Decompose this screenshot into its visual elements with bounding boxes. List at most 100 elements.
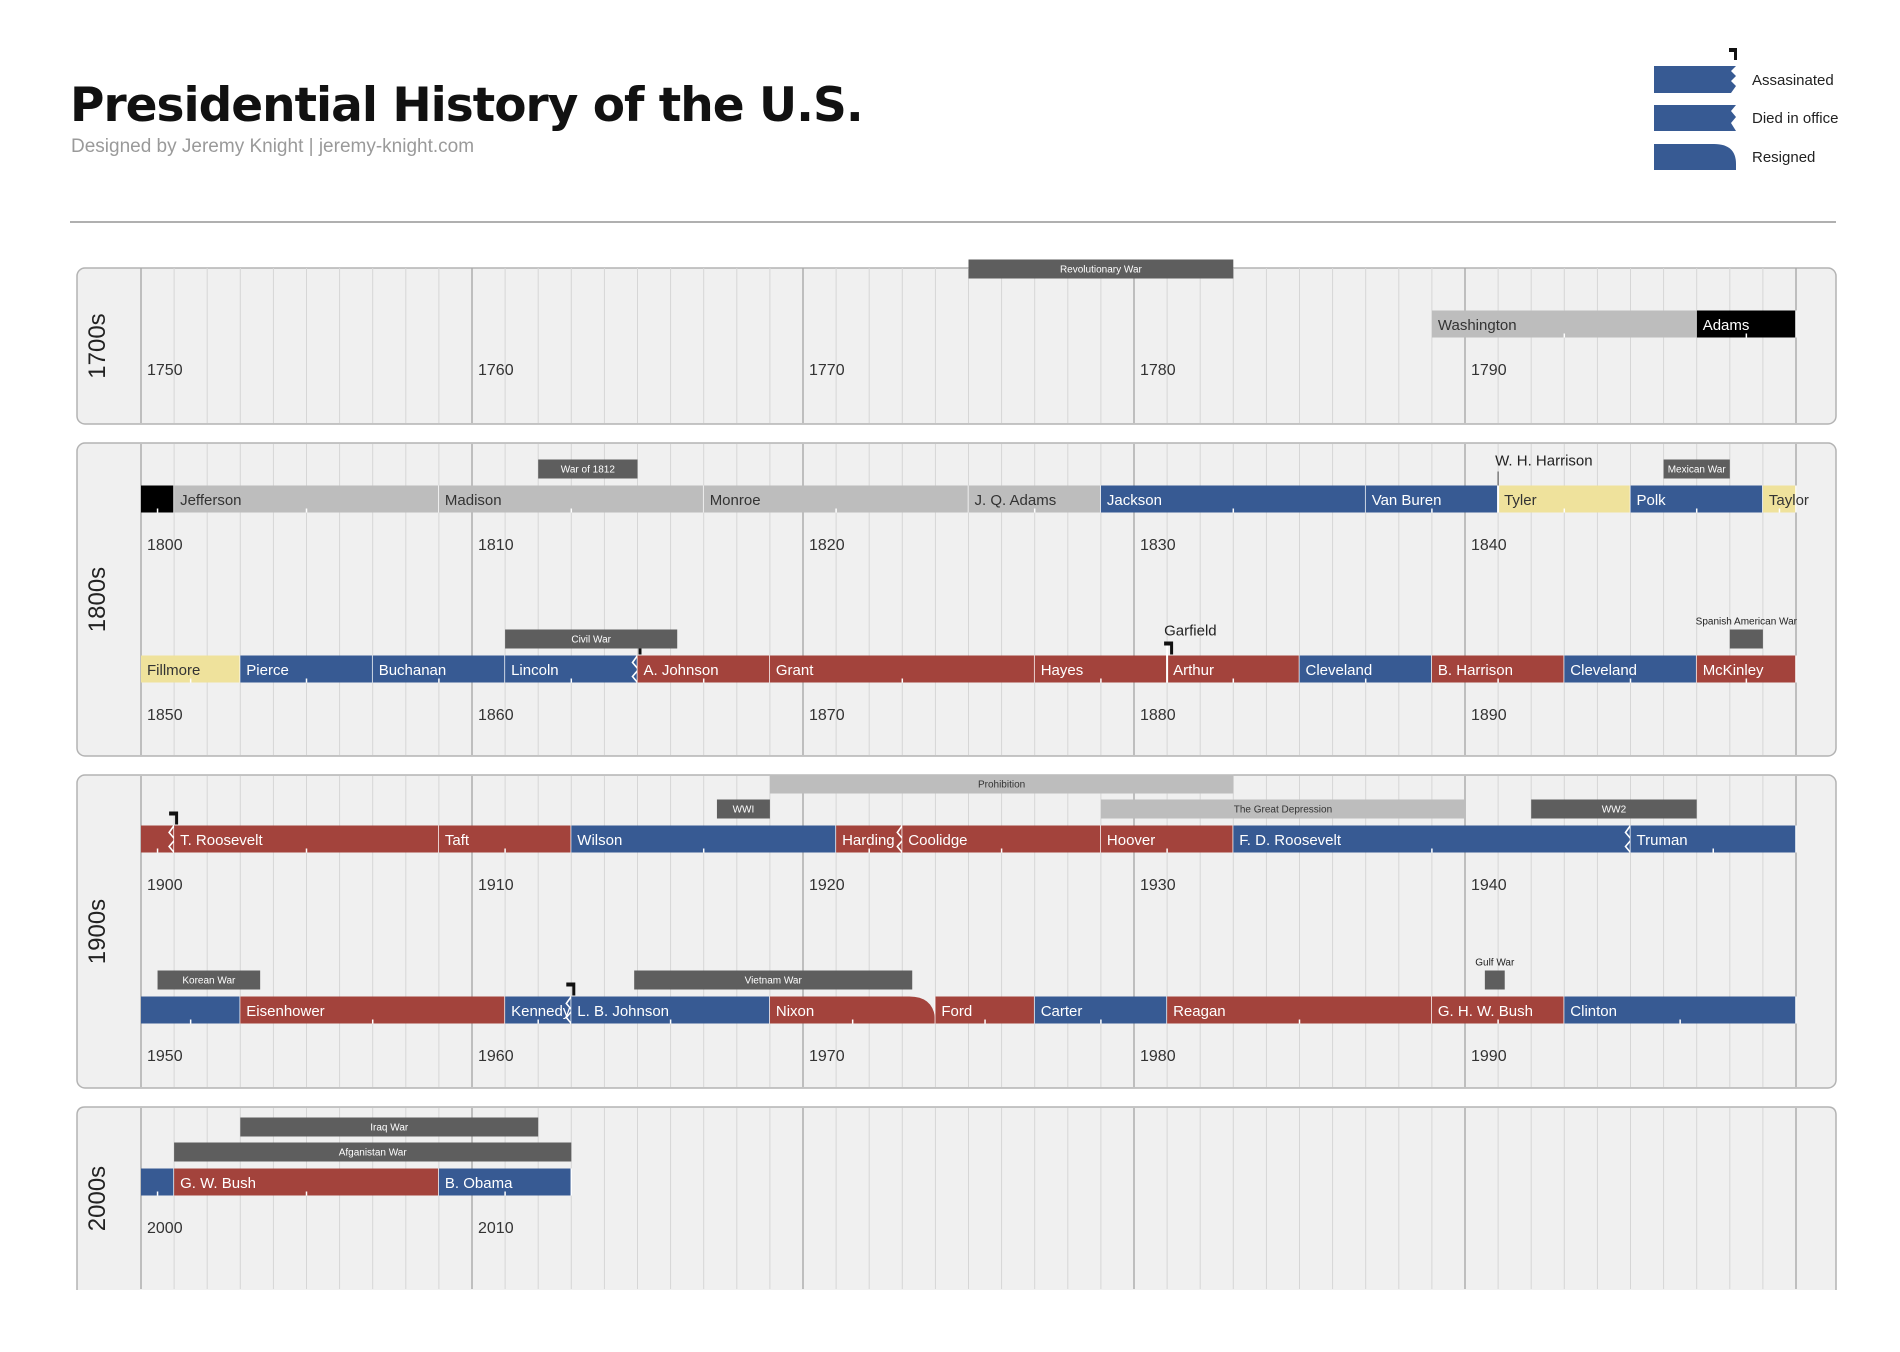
war-bar: [716, 799, 770, 819]
president-bar: [174, 1168, 439, 1196]
war-label: Iraq War: [370, 1123, 409, 1134]
war-bar: [1484, 970, 1505, 990]
axis-tick-label: 2010: [478, 1220, 514, 1237]
axis-tick-label: 1930: [1140, 877, 1176, 894]
president-label: A. Johnson: [644, 662, 719, 679]
war-label: Gulf War: [1475, 958, 1515, 969]
president-bar: [902, 825, 1101, 853]
president-bar: [141, 996, 241, 1024]
president-label: Van Buren: [1372, 492, 1442, 509]
axis-tick-label: 1840: [1471, 537, 1507, 554]
president-label: Washington: [1438, 317, 1517, 334]
president-label: Carter: [1041, 1003, 1083, 1020]
president-bar: [571, 996, 770, 1024]
axis-tick-label: 1760: [478, 362, 514, 379]
president-bar: [240, 996, 506, 1024]
president-bar: [372, 655, 506, 683]
president-bar: [1696, 310, 1796, 338]
axis-tick-label: 1800: [147, 537, 183, 554]
axis-tick-label: 1950: [147, 1048, 183, 1065]
war-label: Spanish American War: [1696, 617, 1798, 628]
president-label: Jackson: [1107, 492, 1162, 509]
legend-label: Resigned: [1752, 149, 1815, 166]
president-label: L. B. Johnson: [577, 1003, 669, 1020]
century-label: 2000s: [84, 1166, 111, 1231]
president-label: Arthur: [1173, 662, 1214, 679]
event-bar: [1100, 799, 1465, 819]
war-label: War of 1812: [561, 465, 616, 476]
president-bar: [1167, 655, 1300, 683]
assassinated-flag-icon: [1164, 641, 1174, 655]
president-bar: [141, 1168, 175, 1196]
president-label: Madison: [445, 492, 502, 509]
president-bar: [141, 485, 175, 513]
war-bar: [1663, 459, 1730, 479]
president-bar: [438, 485, 704, 513]
war-label: Revolutionary War: [1060, 265, 1143, 276]
war-bar: [174, 1142, 572, 1162]
president-bar: [1696, 655, 1796, 683]
president-bar: [141, 825, 175, 853]
assassinated-flag-icon: [169, 811, 179, 825]
short-term-label: Garfield: [1164, 623, 1217, 640]
died-in-office-icon: [1654, 105, 1736, 131]
axis-tick-label: 1780: [1140, 362, 1176, 379]
axis-tick-label: 1920: [809, 877, 845, 894]
axis-tick-label: 1830: [1140, 537, 1176, 554]
president-label: Ford: [941, 1003, 972, 1020]
president-bar: [1167, 996, 1432, 1024]
war-label: Afganistan War: [339, 1148, 408, 1159]
axis-tick-label: 2000: [147, 1220, 183, 1237]
president-label: Clinton: [1570, 1003, 1617, 1020]
president-bar: [438, 1168, 572, 1196]
president-label: Cleveland: [1306, 662, 1373, 679]
president-bar: [505, 996, 572, 1024]
short-term-label: W. H. Harrison: [1495, 453, 1593, 470]
axis-tick-label: 1980: [1140, 1048, 1176, 1065]
president-bar: [935, 996, 1035, 1024]
event-label: The Great Depression: [1234, 805, 1332, 816]
war-label: Korean War: [182, 976, 236, 987]
axis-tick-label: 1990: [1471, 1048, 1507, 1065]
legend-label: Died in office: [1752, 110, 1838, 127]
war-bar: [157, 970, 261, 990]
war-label: Mexican War: [1668, 465, 1727, 476]
president-label: F. D. Roosevelt: [1239, 832, 1342, 849]
century-label: 1700s: [84, 313, 111, 378]
president-bar: [836, 825, 903, 853]
axis-tick-label: 1750: [147, 362, 183, 379]
president-label: G. H. W. Bush: [1438, 1003, 1533, 1020]
page-title: Presidential History of the U.S.: [70, 78, 864, 133]
president-bar: [1034, 655, 1168, 683]
axis-tick-label: 1890: [1471, 707, 1507, 724]
president-bar: [1498, 485, 1631, 513]
president-bar: [769, 655, 1035, 683]
president-bar: [1365, 485, 1499, 513]
president-label: Taylor: [1769, 492, 1809, 509]
president-bar: [1431, 996, 1565, 1024]
axis-tick-label: 1910: [478, 877, 514, 894]
event-label: Prohibition: [978, 780, 1025, 791]
war-bar: [538, 459, 638, 479]
president-bar: [1564, 996, 1796, 1024]
president-label: Pierce: [246, 662, 289, 679]
legend-item-resigned: Resigned: [1654, 144, 1815, 170]
resigned-icon: [1654, 144, 1736, 170]
page-subtitle: Designed by Jeremy Knight | jeremy-knigh…: [71, 136, 475, 157]
president-bar: [1100, 825, 1234, 853]
axis-tick-label: 1880: [1140, 707, 1176, 724]
president-label: Tyler: [1504, 492, 1537, 509]
axis-tick-label: 1870: [809, 707, 845, 724]
panel-frame: [76, 774, 1837, 1089]
president-label: Truman: [1637, 832, 1688, 849]
president-label: Jefferson: [180, 492, 241, 509]
war-bar: [505, 629, 678, 649]
president-label: McKinley: [1703, 662, 1764, 679]
president-label: Lincoln: [511, 662, 559, 679]
president-label: Hoover: [1107, 832, 1155, 849]
axis-tick-label: 1860: [478, 707, 514, 724]
president-bar: [1630, 485, 1763, 513]
century-label: 1900s: [84, 899, 111, 964]
president-label: Monroe: [710, 492, 761, 509]
